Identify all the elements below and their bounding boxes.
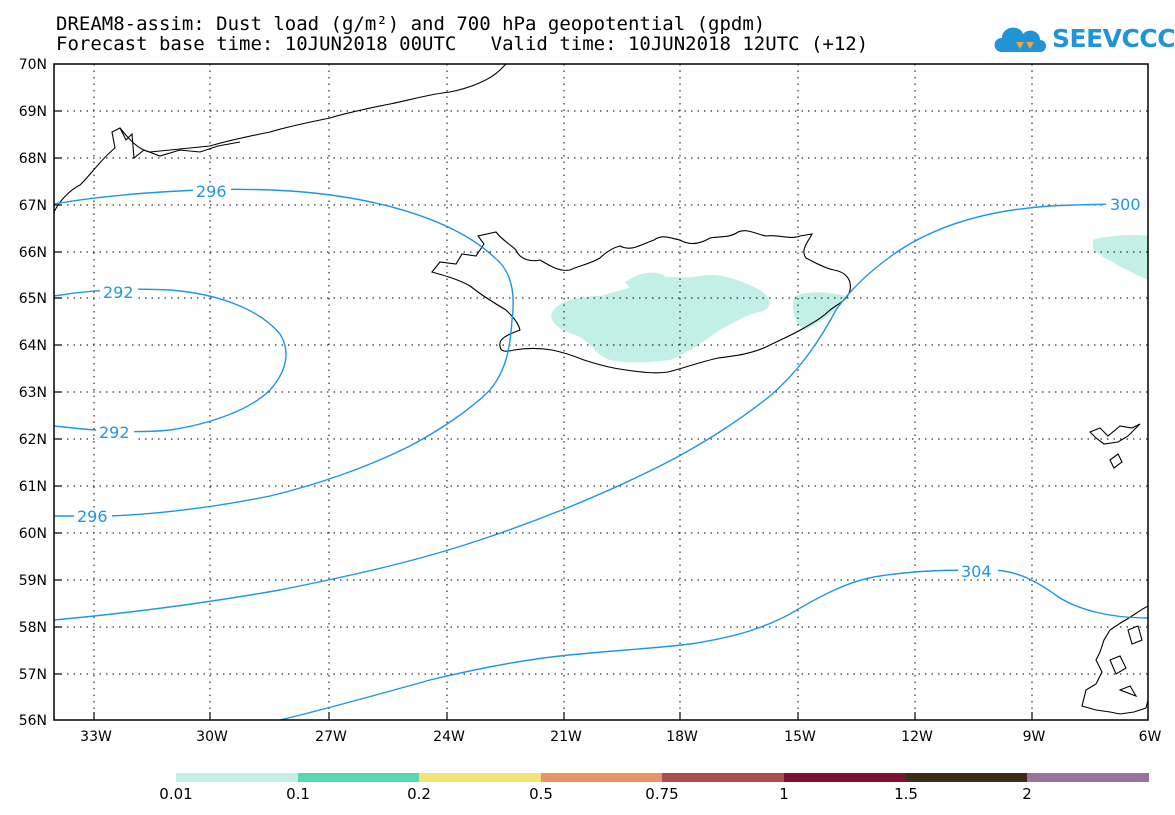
lon-label: 27W (315, 729, 347, 745)
lat-label: 61N (19, 479, 47, 495)
contour-label: 292 (103, 283, 134, 302)
contour-label: 296 (196, 182, 227, 201)
dust-area-east (1093, 235, 1148, 280)
coastlines (53, 63, 1149, 715)
contour-label: 304 (961, 562, 992, 581)
scotland-islands (1109, 625, 1143, 698)
lon-label: 15W (784, 729, 816, 745)
colorbar-segment (906, 773, 1027, 782)
contour-label: 300 (1110, 195, 1141, 214)
lat-label: 57N (19, 667, 47, 683)
lat-label: 62N (19, 432, 47, 448)
lon-label: 21W (550, 729, 582, 745)
colorbar-label: 0.2 (407, 785, 431, 803)
geopotential-contours (53, 188, 1149, 721)
colorbar-label: 1 (779, 785, 789, 803)
lat-label: 67N (19, 198, 47, 214)
lat-label: 59N (19, 573, 47, 589)
colorbar-segment (541, 773, 662, 782)
lon-label: 6W (1139, 729, 1162, 745)
dust-area-iceland (551, 274, 770, 363)
lat-label: 56N (19, 713, 47, 729)
lat-label: 63N (19, 385, 47, 401)
lat-label: 69N (19, 104, 47, 120)
contour-292 (53, 288, 287, 433)
colorbar-label: 2 (1022, 785, 1032, 803)
lat-label: 70N (19, 57, 47, 73)
contour-296-north (53, 188, 514, 517)
dust-area-iceland-east (793, 292, 845, 330)
lat-label: 65N (19, 291, 47, 307)
lon-label: 33W (80, 729, 112, 745)
contour-300 (53, 203, 1149, 621)
lon-label: 9W (1023, 729, 1046, 745)
colorbar-segment (1027, 773, 1149, 782)
contour-label: 292 (99, 423, 130, 442)
colorbar-label: 0.75 (645, 785, 679, 803)
logo-text: SEEVCCC (1052, 24, 1175, 53)
title-line-1: DREAM8-assim: Dust load (g/m²) and 700 h… (56, 13, 766, 35)
colorbar-label: 1.5 (894, 785, 918, 803)
grid-lines (54, 64, 1148, 720)
lat-label: 60N (19, 526, 47, 542)
lat-label: 58N (19, 620, 47, 636)
colorbar-segment (298, 773, 419, 782)
colorbar-label: 0.5 (529, 785, 553, 803)
scotland-coast (1081, 605, 1149, 715)
title-line-2: Forecast base time: 10JUN2018 00UTC Vali… (56, 33, 869, 55)
latitude-labels: 70N 69N 68N 67N 66N 65N 64N 63N 62N 61N … (19, 57, 47, 729)
lon-label: 18W (666, 729, 698, 745)
faroe-islands (1089, 423, 1141, 469)
colorbar-segment (176, 773, 298, 782)
lon-label: 12W (901, 729, 933, 745)
longitude-labels: 33W 30W 27W 24W 21W 18W 15W 12W 9W 6W (80, 729, 1161, 745)
seevccc-logo: SEEVCCC (990, 18, 1175, 62)
lon-label: 24W (433, 729, 465, 745)
lat-label: 66N (19, 245, 47, 261)
greenland-coast (53, 63, 507, 213)
lat-label: 68N (19, 151, 47, 167)
cloud-icon (994, 27, 1046, 52)
colorbar-segment (784, 773, 906, 782)
contour-label-group: 296 292 292 296 300 304 (74, 182, 1148, 581)
colorbar-label: 0.01 (159, 785, 193, 803)
contour-label: 296 (77, 507, 108, 526)
colorbar-segment (662, 773, 784, 782)
colorbar-label: 0.1 (286, 785, 310, 803)
colorbar-segment (419, 773, 541, 782)
tick-marks (54, 110, 1033, 720)
dust-area-iceland-north (625, 272, 665, 288)
dust-load-areas (551, 235, 1148, 363)
iceland-coast (431, 230, 851, 374)
lat-label: 64N (19, 338, 47, 354)
greenland-coast-detail (119, 127, 241, 160)
lon-label: 30W (196, 729, 228, 745)
contour-304 (279, 569, 1149, 721)
